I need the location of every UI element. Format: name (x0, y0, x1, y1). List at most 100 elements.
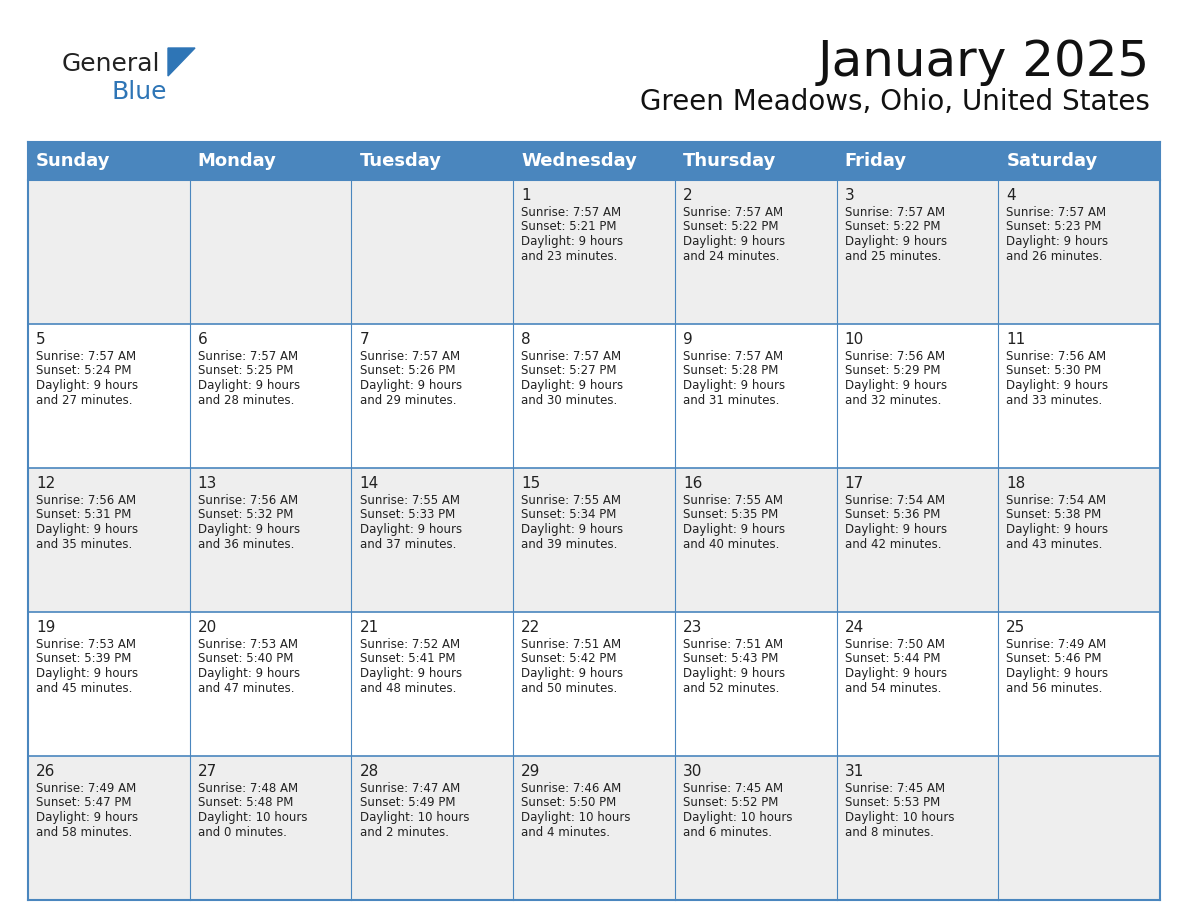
Text: and 48 minutes.: and 48 minutes. (360, 681, 456, 695)
Text: Daylight: 9 hours: Daylight: 9 hours (360, 667, 462, 680)
Bar (513, 324, 675, 468)
Text: Wednesday: Wednesday (522, 152, 637, 170)
Text: Sunset: 5:44 PM: Sunset: 5:44 PM (845, 653, 940, 666)
Text: Daylight: 9 hours: Daylight: 9 hours (683, 235, 785, 248)
Text: Daylight: 9 hours: Daylight: 9 hours (683, 667, 785, 680)
Bar (352, 468, 513, 612)
Text: Sunset: 5:49 PM: Sunset: 5:49 PM (360, 797, 455, 810)
Text: Daylight: 9 hours: Daylight: 9 hours (36, 379, 138, 392)
Text: Daylight: 9 hours: Daylight: 9 hours (1006, 235, 1108, 248)
Text: Daylight: 9 hours: Daylight: 9 hours (1006, 379, 1108, 392)
Text: and 6 minutes.: and 6 minutes. (683, 825, 772, 838)
Text: Monday: Monday (197, 152, 277, 170)
Text: and 39 minutes.: and 39 minutes. (522, 538, 618, 551)
Text: Sunrise: 7:55 AM: Sunrise: 7:55 AM (360, 494, 460, 507)
Text: Sunrise: 7:50 AM: Sunrise: 7:50 AM (845, 638, 944, 651)
Text: 17: 17 (845, 476, 864, 491)
Text: Sunrise: 7:56 AM: Sunrise: 7:56 AM (1006, 350, 1106, 363)
Bar (190, 468, 352, 612)
Text: 8: 8 (522, 332, 531, 347)
Text: Sunday: Sunday (36, 152, 110, 170)
Text: 4: 4 (1006, 188, 1016, 203)
Text: and 50 minutes.: and 50 minutes. (522, 681, 618, 695)
Text: Sunrise: 7:49 AM: Sunrise: 7:49 AM (36, 782, 137, 795)
Text: 15: 15 (522, 476, 541, 491)
Bar (998, 612, 1159, 756)
Text: and 28 minutes.: and 28 minutes. (197, 394, 295, 407)
Text: Sunset: 5:52 PM: Sunset: 5:52 PM (683, 797, 778, 810)
Text: 6: 6 (197, 332, 208, 347)
Text: Sunrise: 7:47 AM: Sunrise: 7:47 AM (360, 782, 460, 795)
Text: Sunset: 5:22 PM: Sunset: 5:22 PM (683, 220, 778, 233)
Text: Sunset: 5:36 PM: Sunset: 5:36 PM (845, 509, 940, 521)
Text: Sunrise: 7:55 AM: Sunrise: 7:55 AM (522, 494, 621, 507)
Bar (836, 756, 998, 900)
Text: Sunset: 5:30 PM: Sunset: 5:30 PM (1006, 364, 1101, 377)
Text: Sunset: 5:50 PM: Sunset: 5:50 PM (522, 797, 617, 810)
Text: Daylight: 9 hours: Daylight: 9 hours (522, 379, 624, 392)
Text: Daylight: 9 hours: Daylight: 9 hours (1006, 523, 1108, 536)
Bar (513, 180, 675, 324)
Text: and 45 minutes.: and 45 minutes. (36, 681, 132, 695)
Text: Daylight: 9 hours: Daylight: 9 hours (522, 523, 624, 536)
Text: Daylight: 9 hours: Daylight: 9 hours (845, 379, 947, 392)
Text: Sunset: 5:23 PM: Sunset: 5:23 PM (1006, 220, 1101, 233)
Bar (836, 142, 998, 180)
Text: and 40 minutes.: and 40 minutes. (683, 538, 779, 551)
Bar (675, 180, 836, 324)
Text: Daylight: 9 hours: Daylight: 9 hours (36, 667, 138, 680)
Text: Sunrise: 7:56 AM: Sunrise: 7:56 AM (197, 494, 298, 507)
Text: 19: 19 (36, 620, 56, 635)
Text: Daylight: 9 hours: Daylight: 9 hours (683, 379, 785, 392)
Text: and 0 minutes.: and 0 minutes. (197, 825, 286, 838)
Text: Daylight: 9 hours: Daylight: 9 hours (522, 667, 624, 680)
Bar (675, 142, 836, 180)
Text: 16: 16 (683, 476, 702, 491)
Text: Sunset: 5:39 PM: Sunset: 5:39 PM (36, 653, 132, 666)
Bar (836, 612, 998, 756)
Text: 25: 25 (1006, 620, 1025, 635)
Text: 3: 3 (845, 188, 854, 203)
Text: 9: 9 (683, 332, 693, 347)
Text: Sunset: 5:25 PM: Sunset: 5:25 PM (197, 364, 293, 377)
Text: Tuesday: Tuesday (360, 152, 442, 170)
Text: Sunset: 5:32 PM: Sunset: 5:32 PM (197, 509, 293, 521)
Polygon shape (168, 48, 195, 76)
Text: and 32 minutes.: and 32 minutes. (845, 394, 941, 407)
Text: Sunset: 5:21 PM: Sunset: 5:21 PM (522, 220, 617, 233)
Text: Sunrise: 7:57 AM: Sunrise: 7:57 AM (845, 206, 944, 219)
Text: Daylight: 9 hours: Daylight: 9 hours (683, 523, 785, 536)
Text: 20: 20 (197, 620, 217, 635)
Text: Thursday: Thursday (683, 152, 776, 170)
Text: Sunrise: 7:54 AM: Sunrise: 7:54 AM (1006, 494, 1106, 507)
Text: Daylight: 9 hours: Daylight: 9 hours (845, 667, 947, 680)
Text: Sunset: 5:53 PM: Sunset: 5:53 PM (845, 797, 940, 810)
Text: and 42 minutes.: and 42 minutes. (845, 538, 941, 551)
Text: Sunset: 5:43 PM: Sunset: 5:43 PM (683, 653, 778, 666)
Bar (513, 612, 675, 756)
Text: Sunrise: 7:56 AM: Sunrise: 7:56 AM (36, 494, 137, 507)
Text: Sunset: 5:24 PM: Sunset: 5:24 PM (36, 364, 132, 377)
Text: Sunset: 5:26 PM: Sunset: 5:26 PM (360, 364, 455, 377)
Text: 28: 28 (360, 764, 379, 779)
Text: Sunset: 5:38 PM: Sunset: 5:38 PM (1006, 509, 1101, 521)
Text: and 43 minutes.: and 43 minutes. (1006, 538, 1102, 551)
Text: Sunrise: 7:57 AM: Sunrise: 7:57 AM (522, 350, 621, 363)
Text: Sunset: 5:41 PM: Sunset: 5:41 PM (360, 653, 455, 666)
Text: General: General (62, 52, 160, 76)
Text: 2: 2 (683, 188, 693, 203)
Text: Sunrise: 7:52 AM: Sunrise: 7:52 AM (360, 638, 460, 651)
Bar (998, 324, 1159, 468)
Text: Sunrise: 7:55 AM: Sunrise: 7:55 AM (683, 494, 783, 507)
Bar (675, 468, 836, 612)
Text: 5: 5 (36, 332, 45, 347)
Text: Daylight: 10 hours: Daylight: 10 hours (845, 811, 954, 824)
Text: Sunset: 5:46 PM: Sunset: 5:46 PM (1006, 653, 1102, 666)
Text: 23: 23 (683, 620, 702, 635)
Text: Sunrise: 7:48 AM: Sunrise: 7:48 AM (197, 782, 298, 795)
Bar (513, 142, 675, 180)
Text: Sunset: 5:40 PM: Sunset: 5:40 PM (197, 653, 293, 666)
Text: 26: 26 (36, 764, 56, 779)
Text: 21: 21 (360, 620, 379, 635)
Text: Sunset: 5:48 PM: Sunset: 5:48 PM (197, 797, 293, 810)
